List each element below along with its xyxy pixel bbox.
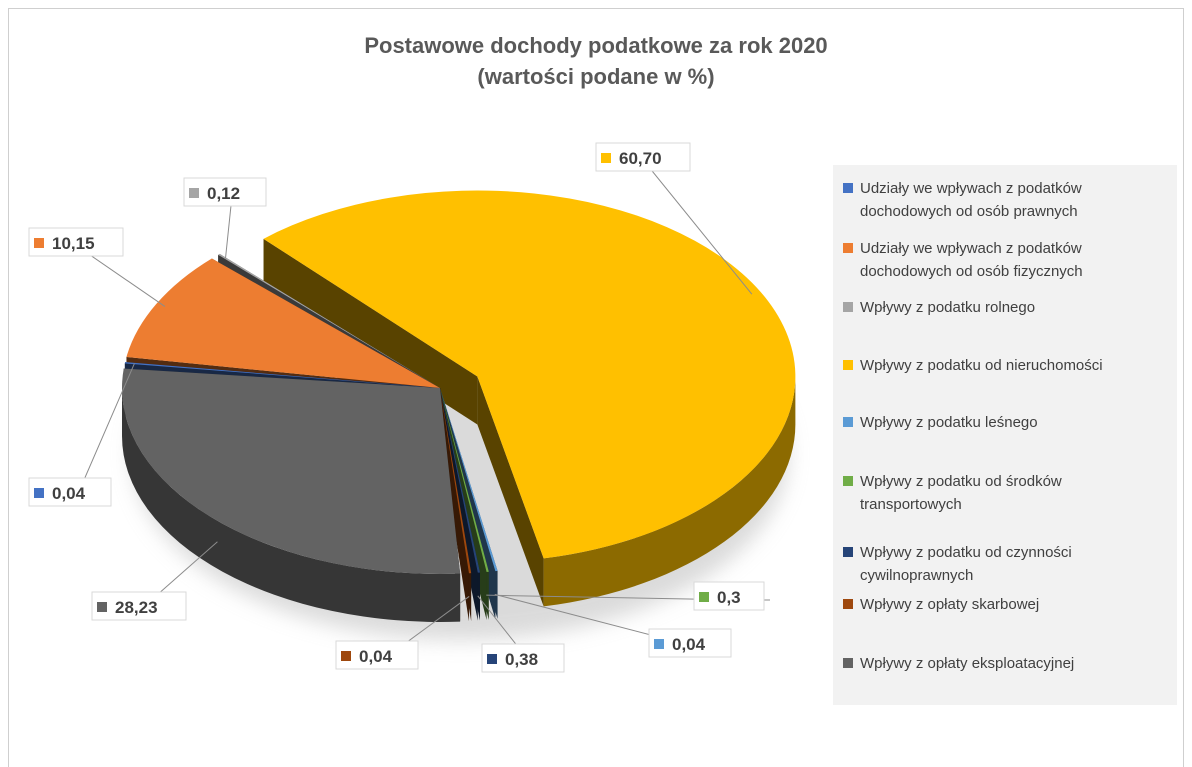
- legend-swatch: [843, 599, 853, 609]
- pie-slice-6: [440, 388, 481, 573]
- data-label-swatch: [487, 654, 497, 664]
- pie-slice-5: [440, 388, 489, 572]
- pie-slice-8: [121, 368, 461, 575]
- legend-label: Wpływy z podatku leśnego: [860, 414, 1038, 431]
- data-label-value: 60,70: [619, 149, 662, 168]
- data-label-box: [91, 591, 187, 621]
- data-label-value: 0,38: [505, 650, 538, 669]
- slice-side-3: [543, 376, 796, 607]
- chart-subtitle: (wartości podane w %): [477, 64, 715, 89]
- data-label-value: 10,15: [52, 234, 95, 253]
- data-label-value: 0,12: [207, 184, 240, 203]
- data-label-0: 0,04: [28, 477, 112, 507]
- data-label-swatch: [699, 592, 709, 602]
- legend-swatch: [843, 243, 853, 253]
- data-label-swatch: [34, 238, 44, 248]
- pie-slice-0: [124, 362, 440, 388]
- legend-label: Wpływy z opłaty eksploatacyjnej: [860, 655, 1075, 672]
- legend-swatch: [843, 183, 853, 193]
- chart-title: Postawowe dochody podatkowe za rok 2020: [364, 33, 828, 58]
- data-label-box: [595, 142, 691, 172]
- legend-swatch: [843, 302, 853, 312]
- legend-swatch: [843, 476, 853, 486]
- pie-slice-3: [263, 190, 796, 559]
- pie-slice-1: [126, 258, 441, 388]
- legend-label: Wpływy z podatku od nieruchomości: [860, 357, 1103, 374]
- pie-slice-7: [440, 388, 472, 574]
- data-label-5: 0,3: [693, 581, 765, 611]
- legend-label: Wpływy z podatku rolnego: [860, 299, 1036, 316]
- slice-face-3-1: [477, 376, 544, 607]
- legend-swatch: [843, 547, 853, 557]
- legend-swatch: [843, 360, 853, 370]
- slice-face-3-0: [263, 238, 478, 425]
- chart-legend: Udziały we wpływach z podatków dochodowyc…: [833, 165, 1177, 705]
- data-label-swatch: [97, 602, 107, 612]
- data-label-swatch: [341, 651, 351, 661]
- data-label-value: 28,23: [115, 598, 158, 617]
- slice-face-7-0: [440, 388, 469, 622]
- legend-swatch: [843, 658, 853, 668]
- data-label-6: 0,38: [481, 643, 565, 673]
- pie-slice-2: [218, 253, 440, 388]
- legend-label: Udziały we wpływach z podatków dochodowyc…: [860, 180, 1082, 220]
- data-label-7: 0,04: [335, 640, 419, 670]
- data-label-value: 0,04: [672, 635, 706, 654]
- legend-label: Wpływy z opłaty skarbowej: [860, 596, 1040, 613]
- data-label-4: 0,04: [648, 628, 732, 658]
- data-label-2: 0,12: [183, 177, 267, 207]
- slice-side-8: [122, 388, 461, 622]
- data-label-value: 0,04: [359, 647, 393, 666]
- legend-swatch: [843, 417, 853, 427]
- legend-label: Wpływy z podatku od czynności cywilnopraw…: [860, 544, 1072, 584]
- data-label-value: 0,3: [717, 588, 741, 607]
- pie-slice-4: [440, 388, 498, 572]
- data-label-value: 0,04: [52, 484, 86, 503]
- data-label-swatch: [654, 639, 664, 649]
- data-label-swatch: [34, 488, 44, 498]
- data-label-swatch: [189, 188, 199, 198]
- legend-label: Wpływy z podatku od środków transportowyc…: [860, 473, 1062, 513]
- chart-title-block: Postawowe dochody podatkowe za rok 2020 …: [0, 30, 1192, 92]
- data-label-swatch: [601, 153, 611, 163]
- legend-label: Udziały we wpływach z podatków dochodowyc…: [860, 240, 1083, 280]
- data-label-box: [28, 227, 124, 257]
- data-label-8: 28,23: [91, 591, 187, 621]
- data-label-1: 10,15: [28, 227, 124, 257]
- data-label-3: 60,70: [595, 142, 691, 172]
